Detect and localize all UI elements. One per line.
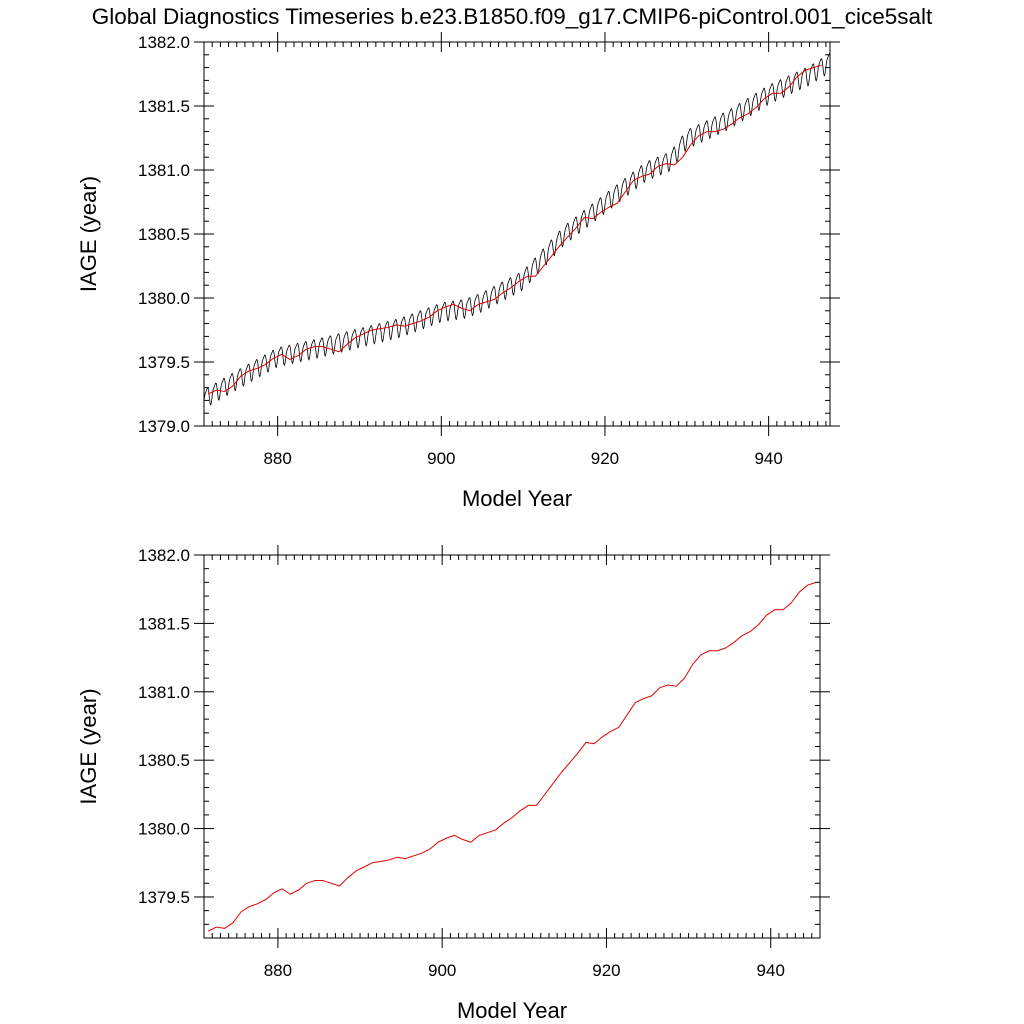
series-line-monthly [204,53,830,406]
y-tick-label: 1380.0 [138,289,190,308]
y-tick-label: 1381.5 [138,614,190,633]
y-tick-label: 1380.5 [138,751,190,770]
x-tick-label: 900 [428,961,456,980]
y-tick-label: 1379.0 [138,417,190,436]
y-tick-label: 1380.0 [138,820,190,839]
top-panel-x-axis-label: Model Year [462,486,572,511]
top-panel-frame [203,41,831,427]
figure-title: Global Diagnostics Timeseries b.e23.B185… [92,4,933,29]
x-tick-label: 940 [754,449,782,468]
x-tick-label: 940 [757,961,785,980]
bottom-panel-series [207,581,817,932]
series-line-annual [207,64,822,395]
bottom-panel-frame [203,554,821,939]
x-tick-label: 880 [264,961,292,980]
y-tick-label: 1381.0 [138,161,190,180]
series-line-annual [207,581,817,932]
y-tick-label: 1382.0 [138,546,190,565]
x-tick-label: 920 [592,961,620,980]
x-tick-label: 920 [591,449,619,468]
y-tick-label: 1379.5 [138,353,190,372]
bottom-panel: 880 900 920 940 1379.5 1380.0 1380.5 1381.0 1381… [76,545,830,1023]
y-tick-label: 1381.0 [138,683,190,702]
bottom-panel-ticks: 880 900 920 940 1379.5 1380.0 1380.5 1381.0 1381… [138,545,830,980]
bottom-panel-x-axis-label: Model Year [457,998,567,1023]
y-tick-label: 1379.5 [138,888,190,907]
x-tick-label: 900 [427,449,455,468]
bottom-panel-y-axis-label: IAGE (year) [76,688,101,804]
top-panel: 880 900 920 940 1379.0 1379.5 1380.0 1380.5 1381… [76,32,840,511]
x-tick-label: 880 [263,449,291,468]
y-tick-label: 1382.0 [138,33,190,52]
y-tick-label: 1381.5 [138,97,190,116]
top-panel-series [204,53,830,406]
y-tick-label: 1380.5 [138,225,190,244]
top-panel-y-axis-label: IAGE (year) [76,176,101,292]
top-panel-ticks: 880 900 920 940 1379.0 1379.5 1380.0 1380.5 1381… [138,32,840,468]
